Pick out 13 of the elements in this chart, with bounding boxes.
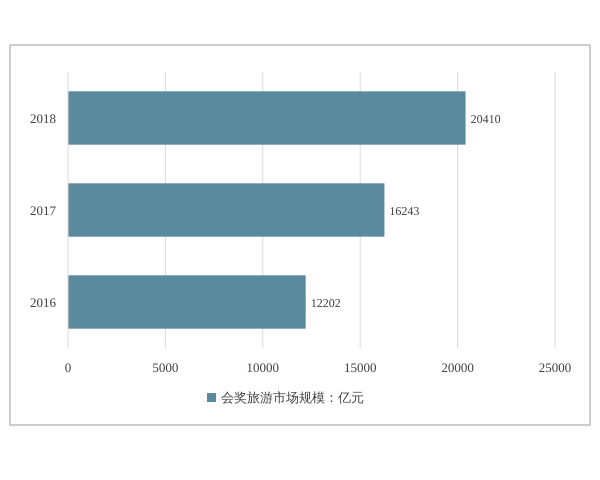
x-tick-label: 5000 <box>152 360 178 375</box>
data-label: 16243 <box>389 204 420 218</box>
y-tick-label: 2017 <box>30 203 56 218</box>
y-tick-label: 2018 <box>30 111 56 126</box>
data-label: 20410 <box>470 112 501 126</box>
data-label: 12202 <box>310 296 341 310</box>
x-tick-label: 20000 <box>441 360 474 375</box>
x-tick-label: 0 <box>64 360 72 375</box>
legend: 会奖旅游市场规模：亿元 <box>207 391 364 406</box>
x-tick-label: 15000 <box>344 360 376 375</box>
x-tick-label: 25000 <box>538 360 572 375</box>
x-tick-label: 10000 <box>246 360 280 375</box>
y-tick-label: 2016 <box>30 295 56 310</box>
